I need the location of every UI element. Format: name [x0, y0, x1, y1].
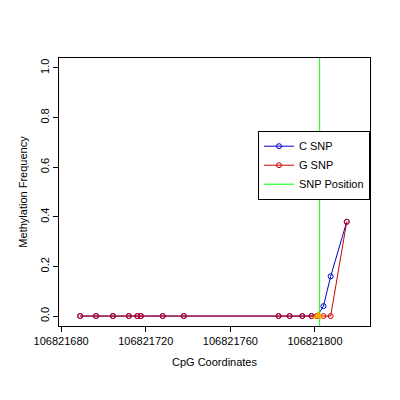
svg-text:106821760: 106821760: [203, 335, 258, 347]
svg-text:Methylation Frequency: Methylation Frequency: [17, 136, 29, 248]
svg-text:106821680: 106821680: [34, 335, 89, 347]
svg-text:106821720: 106821720: [118, 335, 173, 347]
svg-text:106821800: 106821800: [287, 335, 342, 347]
svg-text:0.2: 0.2: [39, 257, 51, 272]
svg-text:0.4: 0.4: [39, 208, 51, 223]
svg-text:G SNP: G SNP: [299, 159, 333, 171]
svg-text:SNP Position: SNP Position: [299, 178, 364, 190]
svg-text:0.6: 0.6: [39, 158, 51, 173]
svg-text:1.0: 1.0: [39, 59, 51, 74]
svg-text:C SNP: C SNP: [299, 140, 333, 152]
svg-text:0.8: 0.8: [39, 108, 51, 123]
svg-text:CpG Coordinates: CpG Coordinates: [172, 356, 257, 368]
svg-text:0.0: 0.0: [39, 307, 51, 322]
